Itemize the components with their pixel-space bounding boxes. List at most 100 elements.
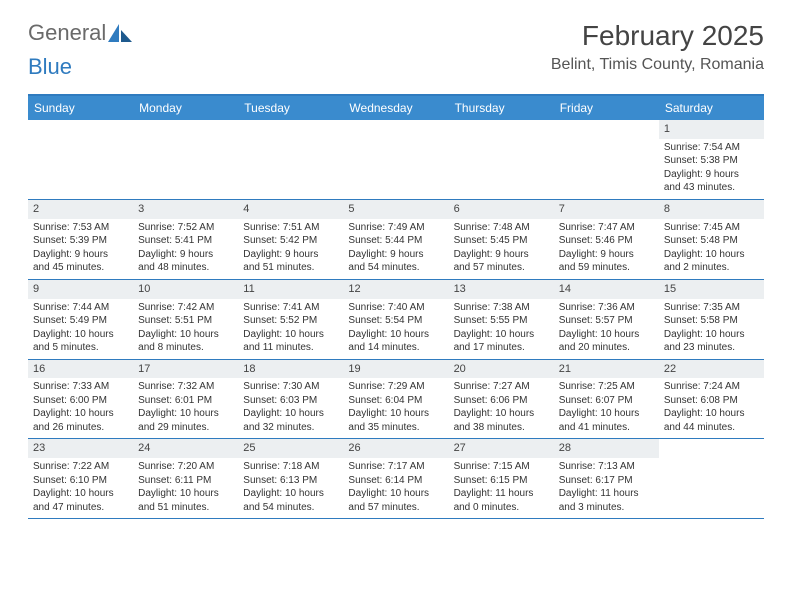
day-header: Wednesday bbox=[343, 96, 448, 120]
day-cell: 16Sunrise: 7:33 AMSunset: 6:00 PMDayligh… bbox=[28, 360, 133, 439]
daylight-text-1: Daylight: 10 hours bbox=[138, 487, 233, 501]
week-row: 9Sunrise: 7:44 AMSunset: 5:49 PMDaylight… bbox=[28, 280, 764, 360]
sunset-text: Sunset: 6:06 PM bbox=[454, 394, 549, 408]
sunrise-text: Sunrise: 7:44 AM bbox=[33, 301, 128, 315]
day-cell: 3Sunrise: 7:52 AMSunset: 5:41 PMDaylight… bbox=[133, 200, 238, 279]
day-cell: 1Sunrise: 7:54 AMSunset: 5:38 PMDaylight… bbox=[659, 120, 764, 199]
daylight-text-1: Daylight: 10 hours bbox=[348, 328, 443, 342]
daylight-text-1: Daylight: 10 hours bbox=[559, 407, 654, 421]
day-content: Sunrise: 7:30 AMSunset: 6:03 PMDaylight:… bbox=[238, 378, 343, 438]
sunset-text: Sunset: 6:13 PM bbox=[243, 474, 338, 488]
daylight-text-1: Daylight: 10 hours bbox=[454, 328, 549, 342]
daylight-text-1: Daylight: 10 hours bbox=[348, 407, 443, 421]
sunrise-text: Sunrise: 7:20 AM bbox=[138, 460, 233, 474]
month-title: February 2025 bbox=[551, 20, 764, 52]
daylight-text-1: Daylight: 10 hours bbox=[33, 487, 128, 501]
day-header-row: SundayMondayTuesdayWednesdayThursdayFrid… bbox=[28, 96, 764, 120]
day-cell: 9Sunrise: 7:44 AMSunset: 5:49 PMDaylight… bbox=[28, 280, 133, 359]
daylight-text-2: and 45 minutes. bbox=[33, 261, 128, 275]
day-content: Sunrise: 7:44 AMSunset: 5:49 PMDaylight:… bbox=[28, 299, 133, 359]
day-content: Sunrise: 7:35 AMSunset: 5:58 PMDaylight:… bbox=[659, 299, 764, 359]
daylight-text-1: Daylight: 10 hours bbox=[664, 407, 759, 421]
sunset-text: Sunset: 6:15 PM bbox=[454, 474, 549, 488]
day-content: Sunrise: 7:38 AMSunset: 5:55 PMDaylight:… bbox=[449, 299, 554, 359]
daylight-text-2: and 41 minutes. bbox=[559, 421, 654, 435]
day-cell: 2Sunrise: 7:53 AMSunset: 5:39 PMDaylight… bbox=[28, 200, 133, 279]
daylight-text-2: and 2 minutes. bbox=[664, 261, 759, 275]
sunset-text: Sunset: 5:44 PM bbox=[348, 234, 443, 248]
sunset-text: Sunset: 5:57 PM bbox=[559, 314, 654, 328]
daylight-text-1: Daylight: 10 hours bbox=[243, 328, 338, 342]
sunset-text: Sunset: 5:49 PM bbox=[33, 314, 128, 328]
week-row: 16Sunrise: 7:33 AMSunset: 6:00 PMDayligh… bbox=[28, 360, 764, 440]
day-content: Sunrise: 7:51 AMSunset: 5:42 PMDaylight:… bbox=[238, 219, 343, 279]
day-content: Sunrise: 7:29 AMSunset: 6:04 PMDaylight:… bbox=[343, 378, 448, 438]
daylight-text-2: and 14 minutes. bbox=[348, 341, 443, 355]
sunrise-text: Sunrise: 7:36 AM bbox=[559, 301, 654, 315]
day-number: 13 bbox=[449, 280, 554, 299]
day-cell: 28Sunrise: 7:13 AMSunset: 6:17 PMDayligh… bbox=[554, 439, 659, 518]
sunrise-text: Sunrise: 7:13 AM bbox=[559, 460, 654, 474]
daylight-text-2: and 51 minutes. bbox=[138, 501, 233, 515]
daylight-text-2: and 3 minutes. bbox=[559, 501, 654, 515]
sunset-text: Sunset: 5:52 PM bbox=[243, 314, 338, 328]
sunrise-text: Sunrise: 7:27 AM bbox=[454, 380, 549, 394]
day-content: Sunrise: 7:15 AMSunset: 6:15 PMDaylight:… bbox=[449, 458, 554, 518]
day-cell: 22Sunrise: 7:24 AMSunset: 6:08 PMDayligh… bbox=[659, 360, 764, 439]
daylight-text-2: and 38 minutes. bbox=[454, 421, 549, 435]
daylight-text-1: Daylight: 9 hours bbox=[664, 168, 759, 182]
day-cell: 13Sunrise: 7:38 AMSunset: 5:55 PMDayligh… bbox=[449, 280, 554, 359]
sunset-text: Sunset: 5:45 PM bbox=[454, 234, 549, 248]
sunrise-text: Sunrise: 7:25 AM bbox=[559, 380, 654, 394]
daylight-text-2: and 48 minutes. bbox=[138, 261, 233, 275]
day-number: 27 bbox=[449, 439, 554, 458]
daylight-text-2: and 23 minutes. bbox=[664, 341, 759, 355]
day-cell: 10Sunrise: 7:42 AMSunset: 5:51 PMDayligh… bbox=[133, 280, 238, 359]
day-number: 25 bbox=[238, 439, 343, 458]
sunrise-text: Sunrise: 7:45 AM bbox=[664, 221, 759, 235]
sunset-text: Sunset: 6:04 PM bbox=[348, 394, 443, 408]
day-cell: 4Sunrise: 7:51 AMSunset: 5:42 PMDaylight… bbox=[238, 200, 343, 279]
daylight-text-1: Daylight: 10 hours bbox=[348, 487, 443, 501]
day-number: 17 bbox=[133, 360, 238, 379]
sunrise-text: Sunrise: 7:49 AM bbox=[348, 221, 443, 235]
logo: General bbox=[28, 20, 134, 46]
day-cell bbox=[28, 120, 133, 199]
day-number: 1 bbox=[659, 120, 764, 139]
daylight-text-2: and 20 minutes. bbox=[559, 341, 654, 355]
daylight-text-1: Daylight: 9 hours bbox=[138, 248, 233, 262]
sunset-text: Sunset: 5:41 PM bbox=[138, 234, 233, 248]
sunset-text: Sunset: 5:48 PM bbox=[664, 234, 759, 248]
daylight-text-2: and 11 minutes. bbox=[243, 341, 338, 355]
daylight-text-2: and 57 minutes. bbox=[454, 261, 549, 275]
day-number: 2 bbox=[28, 200, 133, 219]
sunset-text: Sunset: 5:42 PM bbox=[243, 234, 338, 248]
day-number: 26 bbox=[343, 439, 448, 458]
day-content: Sunrise: 7:40 AMSunset: 5:54 PMDaylight:… bbox=[343, 299, 448, 359]
daylight-text-2: and 0 minutes. bbox=[454, 501, 549, 515]
day-cell: 20Sunrise: 7:27 AMSunset: 6:06 PMDayligh… bbox=[449, 360, 554, 439]
day-cell: 23Sunrise: 7:22 AMSunset: 6:10 PMDayligh… bbox=[28, 439, 133, 518]
day-number: 18 bbox=[238, 360, 343, 379]
daylight-text-1: Daylight: 9 hours bbox=[33, 248, 128, 262]
daylight-text-1: Daylight: 9 hours bbox=[454, 248, 549, 262]
daylight-text-1: Daylight: 10 hours bbox=[664, 328, 759, 342]
daylight-text-2: and 44 minutes. bbox=[664, 421, 759, 435]
sunrise-text: Sunrise: 7:18 AM bbox=[243, 460, 338, 474]
sunrise-text: Sunrise: 7:52 AM bbox=[138, 221, 233, 235]
day-number: 9 bbox=[28, 280, 133, 299]
day-cell bbox=[449, 120, 554, 199]
daylight-text-1: Daylight: 10 hours bbox=[33, 407, 128, 421]
sunrise-text: Sunrise: 7:17 AM bbox=[348, 460, 443, 474]
sunrise-text: Sunrise: 7:35 AM bbox=[664, 301, 759, 315]
daylight-text-2: and 57 minutes. bbox=[348, 501, 443, 515]
daylight-text-1: Daylight: 10 hours bbox=[33, 328, 128, 342]
daylight-text-2: and 59 minutes. bbox=[559, 261, 654, 275]
day-header: Monday bbox=[133, 96, 238, 120]
daylight-text-1: Daylight: 11 hours bbox=[559, 487, 654, 501]
daylight-text-1: Daylight: 9 hours bbox=[559, 248, 654, 262]
sunrise-text: Sunrise: 7:48 AM bbox=[454, 221, 549, 235]
day-content: Sunrise: 7:13 AMSunset: 6:17 PMDaylight:… bbox=[554, 458, 659, 518]
day-content: Sunrise: 7:52 AMSunset: 5:41 PMDaylight:… bbox=[133, 219, 238, 279]
day-number: 22 bbox=[659, 360, 764, 379]
